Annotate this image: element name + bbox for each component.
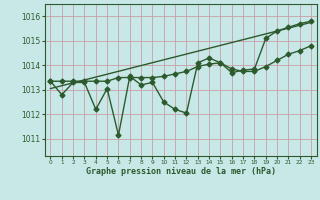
X-axis label: Graphe pression niveau de la mer (hPa): Graphe pression niveau de la mer (hPa)	[86, 167, 276, 176]
